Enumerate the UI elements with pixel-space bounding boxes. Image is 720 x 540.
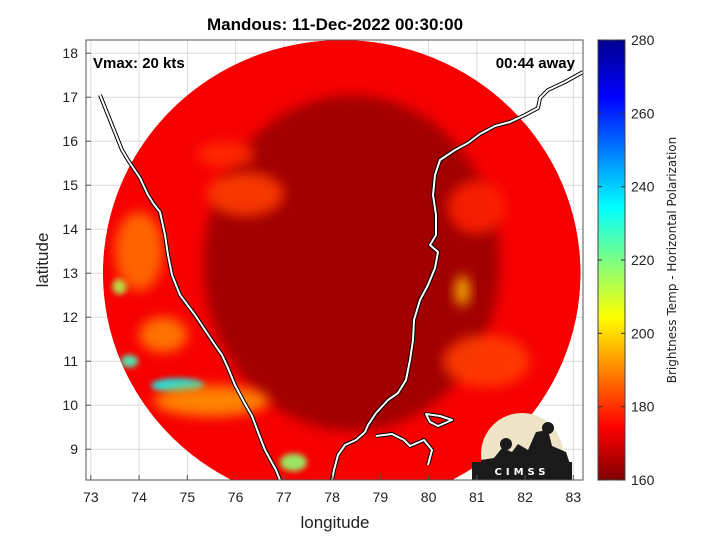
feature-blob [447, 180, 506, 234]
colorbar-ticks: 160 180 200 220 240 260 280 [598, 32, 655, 488]
x-tick-label: 80 [421, 489, 437, 505]
logo-band [472, 462, 572, 480]
y-tick-label: 12 [62, 309, 78, 325]
feature-blob [443, 334, 530, 388]
logo-text: CIMSS [495, 467, 550, 478]
sri-lanka-coast-white [375, 433, 433, 466]
feature-blob [120, 355, 139, 368]
feature-blob [114, 211, 164, 291]
x-axis-label: longitude [300, 513, 369, 532]
colorbar-tick-label: 280 [631, 32, 655, 48]
y-tick-label: 15 [62, 177, 78, 193]
chart-title: Mandous: 11-Dec-2022 00:30:00 [207, 15, 463, 34]
feature-blob [196, 141, 255, 168]
x-tick-label: 76 [228, 489, 244, 505]
x-tick-label: 78 [324, 489, 340, 505]
feature-blob [206, 172, 284, 216]
brightness-features [112, 141, 530, 472]
colorbar [597, 39, 626, 481]
logo-dish-icon [500, 438, 512, 450]
feature-blob [112, 278, 128, 295]
colorbar-tick-label: 200 [631, 325, 655, 341]
x-tick-label: 75 [180, 489, 196, 505]
coastline-group [98, 70, 583, 480]
y-tick-label: 13 [62, 265, 78, 281]
sri-lanka-north-white [425, 413, 453, 427]
time-away-label: 00:44 away [496, 55, 576, 72]
feature-blob [153, 385, 270, 417]
cimss-logo: CIMSS [472, 413, 572, 480]
y-tick-label: 14 [62, 221, 78, 237]
plot-border [85, 39, 584, 481]
x-tick-label: 73 [83, 489, 99, 505]
swath-group [102, 40, 581, 480]
feature-blob [455, 275, 470, 307]
vmax-label: Vmax: 20 kts [93, 55, 185, 72]
y-tick-label: 11 [63, 353, 78, 369]
east-coastline-white [331, 71, 583, 480]
colorbar-tick-label: 160 [631, 472, 655, 488]
x-tick-label: 79 [373, 489, 389, 505]
swath-inner-core [203, 95, 500, 432]
colorbar-tick-label: 180 [631, 399, 655, 415]
x-tick-label: 82 [517, 489, 533, 505]
logo-silhouette [481, 430, 572, 470]
x-tick-label: 77 [276, 489, 292, 505]
y-tick-label: 10 [62, 397, 78, 413]
y-tick-label: 18 [62, 45, 78, 61]
colorbar-tick-label: 260 [631, 105, 655, 121]
feature-blob [279, 453, 307, 472]
y-tick-label: 17 [62, 89, 78, 105]
colorbar-label: Brightness Temp - Horizontal Polarizatio… [665, 137, 679, 384]
west-coastline-white [99, 94, 281, 480]
feature-blob [139, 317, 188, 353]
x-tick-label: 74 [131, 489, 147, 505]
y-axis-ticks: 9 10 11 12 13 14 15 16 17 18 [62, 45, 91, 457]
y-axis-label: latitude [33, 233, 52, 288]
y-tick-label: 16 [62, 133, 78, 149]
x-axis-ticks: 73 74 75 76 77 78 79 80 81 82 83 [83, 475, 581, 505]
logo-tower-icon [542, 422, 554, 434]
colorbar-tick-label: 220 [631, 252, 655, 268]
y-tick-label: 9 [70, 441, 78, 457]
x-tick-label: 83 [566, 489, 582, 505]
colorbar-tick-label: 240 [631, 179, 655, 195]
x-tick-label: 81 [469, 489, 485, 505]
